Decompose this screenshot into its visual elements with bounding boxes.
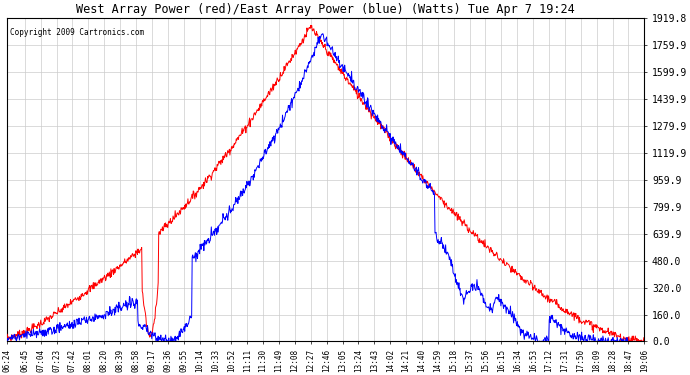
Text: Copyright 2009 Cartronics.com: Copyright 2009 Cartronics.com (10, 28, 145, 37)
Title: West Array Power (red)/East Array Power (blue) (Watts) Tue Apr 7 19:24: West Array Power (red)/East Array Power … (77, 3, 575, 16)
